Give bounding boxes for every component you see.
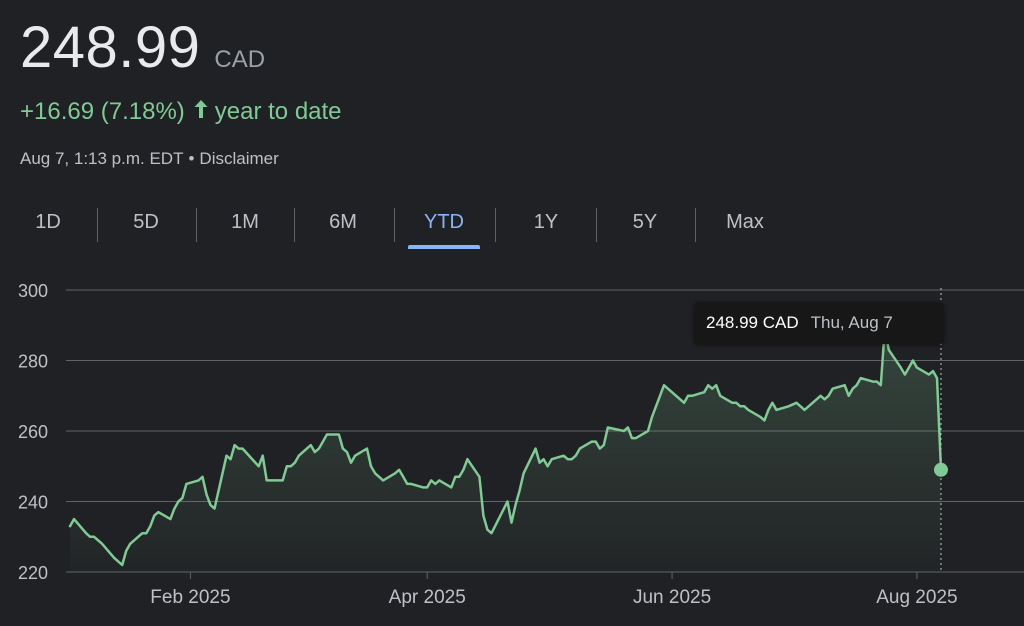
tab-1m[interactable]: 1M [231, 211, 259, 233]
tooltip-price: 248.99 CAD [706, 313, 799, 332]
tab-ytd[interactable]: YTD [402, 200, 486, 249]
change-period: year to date [214, 98, 342, 125]
y-tick-label: 260 [18, 422, 48, 442]
current-price: 248.99 [20, 15, 201, 80]
currency-code: CAD [214, 46, 266, 73]
tab-1d[interactable]: 1D [35, 211, 61, 233]
y-tick-label: 300 [18, 281, 48, 301]
y-tick-label: 240 [18, 493, 48, 513]
tooltip-date: Thu, Aug 7 [810, 313, 893, 332]
tab-5y[interactable]: 5Y [632, 211, 658, 233]
tab-divider [196, 208, 197, 242]
quote-meta: Aug 7, 1:13 p.m. EDT • Disclaimer [20, 149, 279, 169]
disclaimer-link[interactable]: Disclaimer [199, 149, 279, 168]
tab-divider [495, 208, 496, 242]
tab-1y[interactable]: 1Y [533, 211, 559, 233]
price-area-fill [70, 328, 941, 572]
chart-tooltip: 248.99 CAD Thu, Aug 7 [694, 302, 944, 344]
tab-divider [695, 208, 696, 242]
tab-6m[interactable]: 6M [329, 211, 357, 233]
quote-timestamp: Aug 7, 1:13 p.m. EDT [20, 149, 184, 168]
x-tick-label: Aug 2025 [876, 587, 957, 608]
price-chart: 220 240 260 280 300 Feb 2025 Apr 2025 Jun 2025 A… [18, 281, 1024, 608]
x-tick-label: Jun 2025 [633, 587, 711, 608]
y-tick-label: 280 [18, 352, 48, 372]
y-tick-label: 220 [18, 563, 48, 583]
tab-divider [394, 208, 395, 242]
active-tab-indicator [408, 245, 480, 249]
x-tick-label: Apr 2025 [389, 587, 466, 608]
x-tick-label: Feb 2025 [150, 587, 230, 608]
arrow-up-icon [193, 98, 209, 126]
meta-separator: • [188, 149, 195, 168]
price-change: +16.69 (7.18%) year to date [20, 98, 342, 126]
tab-divider [596, 208, 597, 242]
price-header: 248.99 CAD [20, 14, 265, 81]
tab-max[interactable]: Max [726, 211, 764, 233]
tab-divider [97, 208, 98, 242]
range-tabs: 1D 5D 1M 6M YTD 1Y 5Y Max [0, 200, 800, 249]
price-line [68, 327, 943, 567]
tab-5d[interactable]: 5D [133, 211, 159, 233]
change-value: +16.69 (7.18%) [20, 98, 185, 125]
highlight-point [933, 462, 948, 477]
tab-divider [294, 208, 295, 242]
